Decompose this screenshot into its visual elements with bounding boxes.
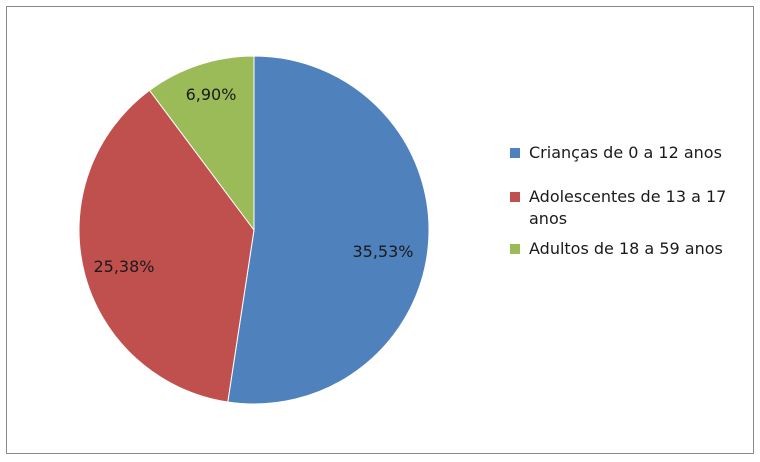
legend-label-adolescentes: Adolescentes de 13 a 17 anos xyxy=(529,187,727,228)
legend-item-adultos: Adultos de 18 a 59 anos xyxy=(510,238,748,260)
pie-slice-criancas xyxy=(227,55,430,405)
legend-swatch-adolescentes xyxy=(510,192,520,202)
pie-slice-adolescentes xyxy=(78,89,255,403)
legend-swatch-criancas xyxy=(510,148,520,158)
legend-swatch-adultos xyxy=(510,244,520,254)
legend-item-adolescentes: Adolescentes de 13 a 17 anos xyxy=(510,186,748,230)
legend-item-criancas: Crianças de 0 a 12 anos xyxy=(510,142,748,164)
data-label-adultos: 6,90% xyxy=(186,85,237,104)
data-label-criancas: 35,53% xyxy=(352,242,413,261)
pie-slice-adultos xyxy=(148,55,255,232)
legend-label-criancas: Crianças de 0 a 12 anos xyxy=(529,143,722,162)
data-label-adolescentes: 25,38% xyxy=(93,257,154,276)
legend-label-adultos: Adultos de 18 a 59 anos xyxy=(529,239,723,258)
chart-legend: Crianças de 0 a 12 anos Adolescentes de … xyxy=(510,142,748,260)
